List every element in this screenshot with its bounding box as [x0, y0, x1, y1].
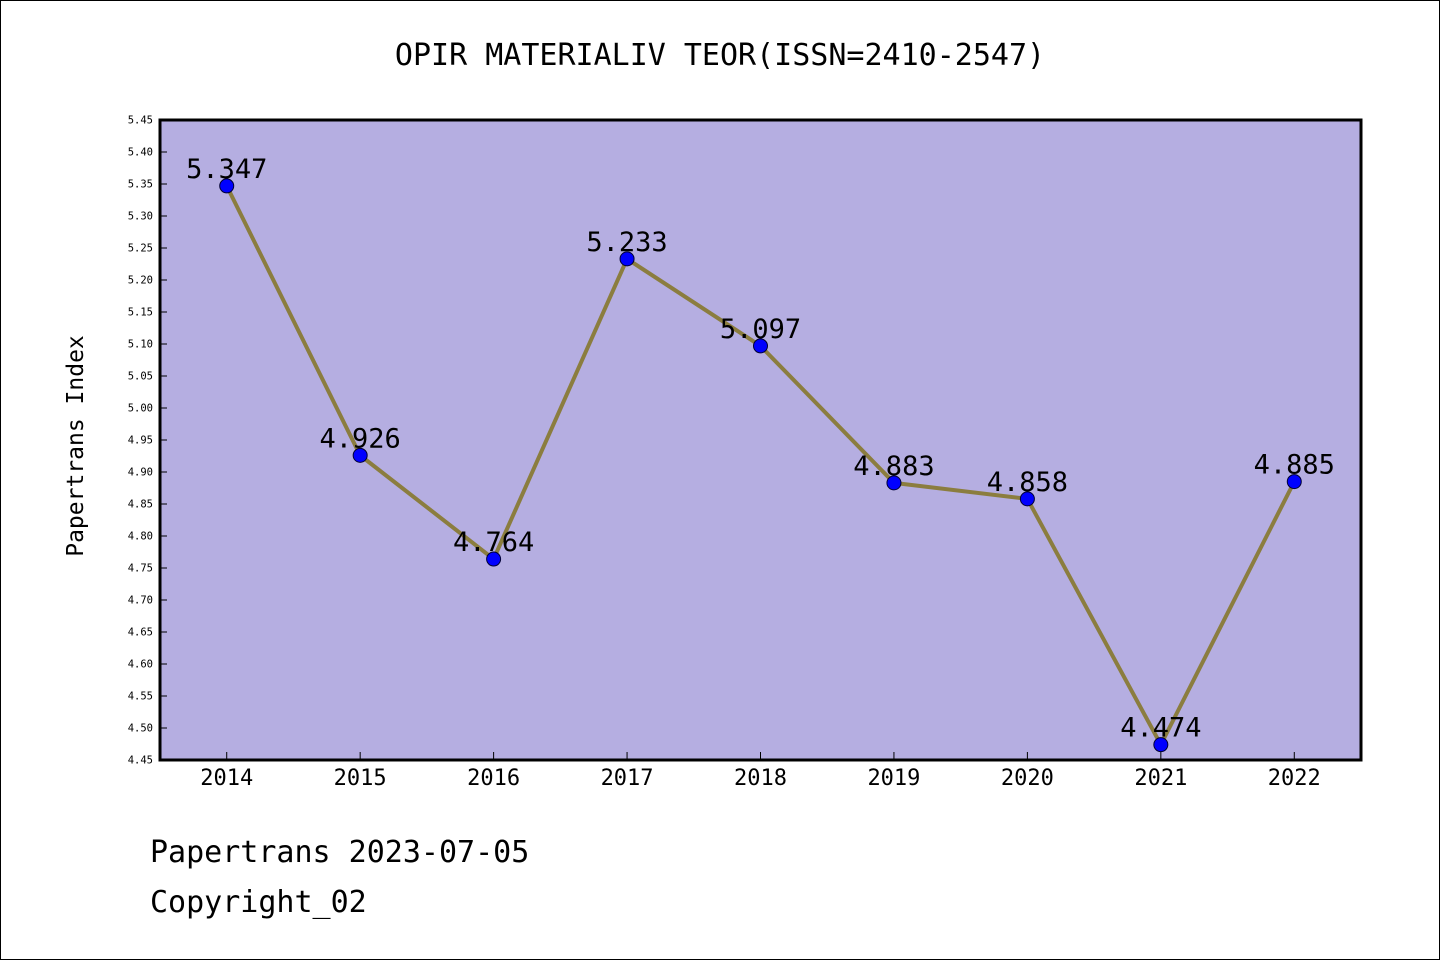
y-tick-label: 5.25	[128, 243, 153, 255]
data-label: 4.474	[1120, 713, 1201, 744]
data-point	[886, 475, 902, 491]
plot-border	[158, 118, 1363, 762]
x-tick-label: 2015	[334, 766, 387, 791]
footer-copyright: Copyright_02	[150, 885, 367, 920]
x-tick-label: 2021	[1134, 766, 1187, 791]
y-tick-label: 5.40	[128, 147, 153, 159]
y-tick-label: 4.45	[128, 755, 153, 767]
data-markers	[219, 178, 1302, 753]
y-tick-label: 5.10	[128, 339, 153, 351]
data-point	[753, 338, 768, 354]
data-point	[486, 551, 502, 567]
data-label: 5.233	[586, 227, 667, 258]
data-label: 4.764	[453, 527, 534, 558]
data-point	[1286, 474, 1302, 490]
x-tick-label: 2017	[601, 766, 654, 791]
data-point	[219, 178, 235, 194]
y-tick-label: 4.65	[128, 627, 153, 639]
data-label: 5.347	[186, 154, 267, 185]
data-point	[1019, 491, 1035, 507]
footer-date: Papertrans 2023-07-05	[150, 835, 530, 870]
data-label: 5.097	[720, 314, 801, 345]
x-tick-label: 2016	[467, 766, 520, 791]
y-tick-label: 5.05	[128, 371, 153, 383]
y-axis-ticks: 4.45 4.50 4.55 4.60 4.65 4.70 4.75 4.80 4.85 4.90…	[128, 115, 167, 767]
y-tick-label: 4.80	[128, 531, 153, 543]
chart-title: OPIR MATERIALIV TEOR(ISSN=2410-2547)	[394, 38, 1046, 73]
x-tick-label: 2019	[867, 766, 920, 791]
data-point	[1153, 737, 1169, 753]
y-tick-label: 5.00	[128, 403, 153, 415]
y-tick-label: 4.50	[128, 723, 153, 735]
data-point	[619, 251, 635, 267]
x-tick-label: 2018	[734, 766, 787, 791]
y-tick-label: 4.75	[128, 563, 153, 575]
y-tick-label: 5.20	[128, 275, 153, 287]
y-tick-label: 4.90	[128, 467, 153, 479]
y-tick-label: 4.85	[128, 499, 153, 511]
x-tick-label: 2022	[1268, 766, 1321, 791]
data-label: 4.926	[320, 423, 401, 454]
data-label: 4.858	[987, 467, 1068, 498]
plot-area	[160, 120, 1361, 760]
data-labels: 5.347 4.926 4.764 5.233 5.097 4.883 4.858 4.474…	[186, 154, 1335, 744]
x-tick-label: 2020	[1001, 766, 1054, 791]
y-tick-label: 5.45	[128, 115, 153, 127]
y-tick-label: 4.60	[128, 659, 153, 671]
y-tick-label: 4.95	[128, 435, 153, 447]
data-point	[352, 447, 368, 463]
y-tick-label: 5.15	[128, 307, 153, 319]
y-tick-label: 4.55	[128, 691, 153, 703]
x-axis-ticks: 2014 2015 2016 2017 2018 2019 2020 2021 2022	[200, 752, 1321, 791]
x-tick-label: 2014	[200, 766, 253, 791]
data-label: 4.885	[1254, 450, 1335, 481]
y-tick-label: 5.30	[128, 211, 153, 223]
y-tick-label: 4.70	[128, 595, 153, 607]
data-label: 4.883	[853, 451, 934, 482]
y-tick-label: 5.35	[128, 179, 153, 191]
